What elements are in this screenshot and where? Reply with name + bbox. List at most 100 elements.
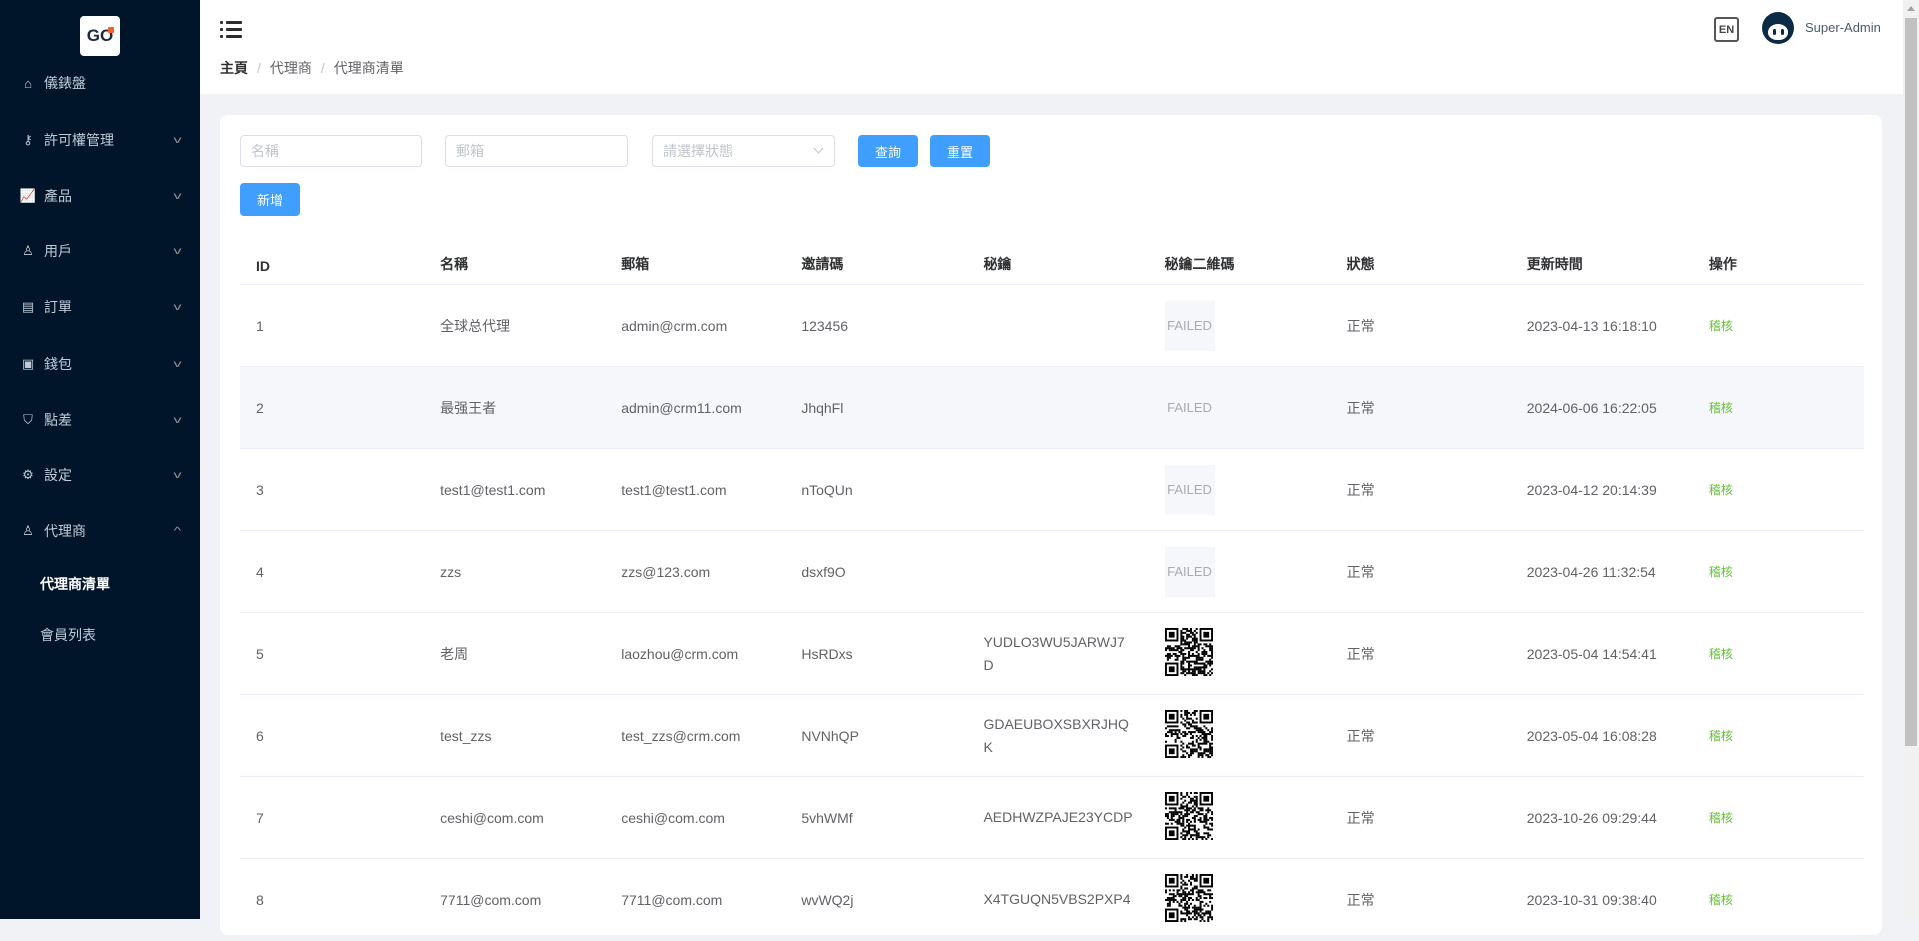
- sidebar-item-label: 用戶: [44, 243, 72, 259]
- cell-name: 最强王者: [424, 366, 606, 449]
- cell-updated: 2023-04-12 20:14:39: [1510, 448, 1693, 531]
- column-header: 秘鑰二維碼: [1148, 254, 1331, 285]
- column-header: 郵箱: [605, 254, 786, 285]
- audit-link[interactable]: 稽核: [1708, 565, 1733, 579]
- qr-code-image: [1164, 792, 1213, 841]
- breadcrumb-home[interactable]: 主頁: [220, 60, 248, 76]
- column-header: 更新時間: [1510, 254, 1693, 285]
- wallet-icon: ▣: [21, 356, 35, 371]
- table-row: 7 ceshi@com.com ceshi@com.com 5vhWMf AED…: [240, 776, 1864, 859]
- qr-failed: FAILED: [1164, 300, 1215, 351]
- cell-name: zzs: [424, 530, 606, 613]
- agent-icon: ♙: [22, 523, 34, 538]
- cell-secret: X4TGUQN5VBS2PXP4: [967, 858, 1149, 941]
- secret-text: GDAEUBOXSBXRJHQK: [983, 715, 1129, 755]
- scrollbar-thumb[interactable]: [1905, 18, 1917, 746]
- sidebar-item-1[interactable]: ⚷ 許可權管理 v: [0, 120, 200, 160]
- cell-name: test_zzs: [424, 694, 606, 777]
- column-header: 邀請碼: [785, 254, 968, 285]
- cell-invite-code: nToQUn: [785, 448, 968, 531]
- cell-action: 稽核: [1692, 448, 1864, 531]
- cell-qr: FAILED: [1148, 530, 1331, 613]
- cell-status: 正常: [1330, 284, 1511, 367]
- chevron-down-icon: v: [173, 301, 182, 313]
- cell-action: 稽核: [1692, 694, 1864, 777]
- sidebar-item-4[interactable]: ▤ 訂單 v: [0, 287, 200, 327]
- cell-qr: [1148, 858, 1331, 941]
- sidebar-item-7[interactable]: ⚙ 設定 v: [0, 455, 200, 495]
- header: 主頁 / 代理商 / 代理商清單 EN Super-Admin: [200, 0, 1903, 94]
- home-icon: ⌂: [24, 75, 32, 91]
- table-row: 1 全球总代理 admin@crm.com 123456 FAILED 正常 2…: [240, 284, 1864, 367]
- sidebar-item-label: 代理商: [44, 523, 86, 539]
- sidebar-item-2[interactable]: 📈 產品 v: [0, 176, 200, 216]
- audit-link[interactable]: 稽核: [1708, 811, 1733, 825]
- cell-name: 全球总代理: [424, 284, 606, 367]
- cell-email: test1@test1.com: [605, 448, 786, 531]
- cell-secret: [967, 366, 1149, 449]
- sidebar-item-5[interactable]: ▣ 錢包 v: [0, 344, 200, 384]
- scrollbar[interactable]: [1903, 0, 1919, 919]
- sidebar-subitem-0[interactable]: 代理商清單: [40, 576, 110, 592]
- cell-secret: [967, 284, 1149, 367]
- cell-invite-code: JhqhFl: [785, 366, 968, 449]
- breadcrumb-agent-list: 代理商清單: [333, 60, 404, 76]
- audit-link[interactable]: 稽核: [1708, 319, 1733, 333]
- audit-link[interactable]: 稽核: [1708, 647, 1733, 661]
- cell-id: 5: [240, 612, 425, 695]
- sidebar-item-0[interactable]: ⌂ 儀錶盤: [0, 63, 200, 103]
- table-row: 4 zzs zzs@123.com dsxf9O FAILED 正常 2023-…: [240, 530, 1864, 613]
- audit-link[interactable]: 稽核: [1708, 483, 1733, 497]
- cell-email: 7711@com.com: [605, 858, 786, 941]
- cell-secret: AEDHWZPAJE23YCDP: [967, 776, 1149, 859]
- scroll-up-icon[interactable]: [1907, 6, 1915, 11]
- audit-link[interactable]: 稽核: [1708, 893, 1733, 907]
- add-button[interactable]: 新增: [240, 183, 300, 216]
- audit-link[interactable]: 稽核: [1708, 401, 1733, 415]
- column-header: 名稱: [424, 254, 606, 285]
- status-select-placeholder: 請選擇狀態: [663, 143, 733, 159]
- cell-status: 正常: [1330, 858, 1511, 941]
- cell-updated: 2023-10-31 09:38:40: [1510, 858, 1693, 941]
- cell-qr: FAILED: [1148, 366, 1331, 449]
- language-switch-button[interactable]: EN: [1714, 17, 1739, 42]
- cell-status: 正常: [1330, 694, 1511, 777]
- cell-status: 正常: [1330, 530, 1511, 613]
- name-input[interactable]: 名稱: [240, 135, 422, 167]
- sidebar-item-6[interactable]: ⛉ 點差 v: [0, 400, 200, 440]
- cell-status: 正常: [1330, 612, 1511, 695]
- user-key-icon: ⚷: [23, 132, 33, 147]
- breadcrumb-agent[interactable]: 代理商: [269, 60, 312, 76]
- cell-status: 正常: [1330, 448, 1511, 531]
- cell-id: 7: [240, 776, 425, 859]
- sidebar-item-label: 錢包: [44, 356, 72, 372]
- username[interactable]: Super-Admin: [1805, 20, 1881, 35]
- cell-secret: GDAEUBOXSBXRJHQK: [967, 694, 1149, 777]
- cell-updated: 2023-04-26 11:32:54: [1510, 530, 1693, 613]
- menu-toggle-icon[interactable]: [220, 20, 242, 38]
- sidebar-subitem-1[interactable]: 會員列表: [40, 627, 96, 643]
- shield-icon: ⛉: [23, 412, 33, 427]
- status-select[interactable]: 請選擇狀態: [652, 135, 835, 167]
- column-header: 狀態: [1330, 254, 1511, 285]
- email-input[interactable]: 郵箱: [445, 135, 628, 167]
- sidebar-item-3[interactable]: ♙ 用戶 v: [0, 231, 200, 271]
- cell-invite-code: 123456: [785, 284, 968, 367]
- search-button[interactable]: 查詢: [858, 135, 918, 167]
- qr-failed: FAILED: [1164, 464, 1215, 515]
- audit-link[interactable]: 稽核: [1708, 729, 1733, 743]
- cell-action: 稽核: [1692, 366, 1864, 449]
- chevron-up-icon: ^: [173, 525, 182, 537]
- avatar[interactable]: [1762, 12, 1794, 44]
- cell-invite-code: NVNhQP: [785, 694, 968, 777]
- sidebar-item-label: 許可權管理: [44, 132, 114, 148]
- cell-updated: 2023-10-26 09:29:44: [1510, 776, 1693, 859]
- cell-invite-code: HsRDxs: [785, 612, 968, 695]
- cell-updated: 2023-04-13 16:18:10: [1510, 284, 1693, 367]
- cell-secret: [967, 448, 1149, 531]
- sidebar-item-8[interactable]: ♙ 代理商 ^: [0, 511, 200, 551]
- table-row: 5 老周 laozhou@crm.com HsRDxs YUDLO3WU5JAR…: [240, 612, 1864, 695]
- sidebar-item-label: 訂單: [44, 299, 72, 315]
- reset-button[interactable]: 重置: [930, 135, 990, 167]
